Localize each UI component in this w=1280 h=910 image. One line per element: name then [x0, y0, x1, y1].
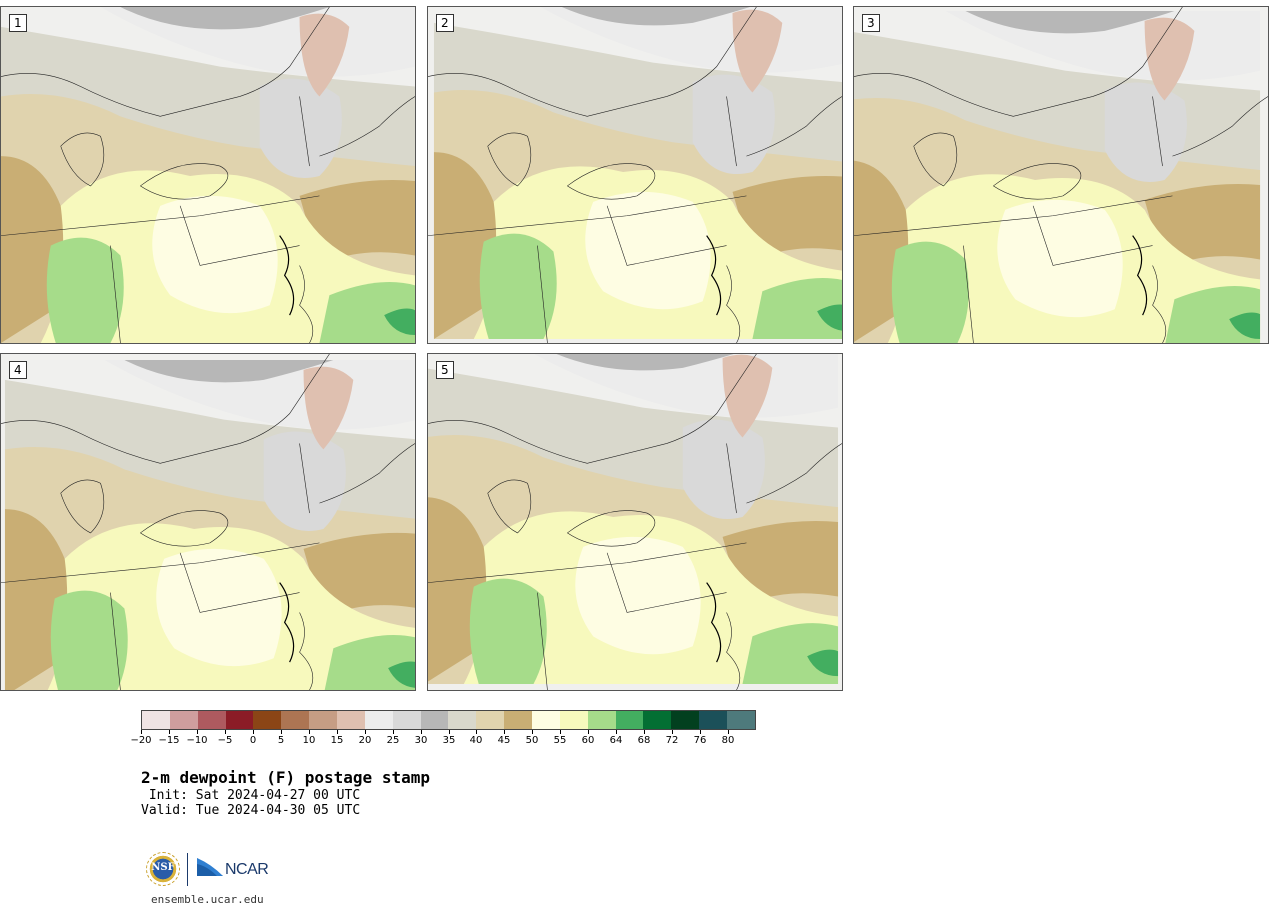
colorbar-swatch [476, 711, 505, 729]
ensemble-member-panel-3: 3 [853, 6, 1269, 344]
colorbar-swatch [504, 711, 533, 729]
colorbar-tick-label: 72 [665, 735, 679, 746]
colorbar-tick-labels: −20 −15 −10 −5 0 5 10 15 20 25 30 35 40 45 50 55 60 64 68 7… [130, 730, 756, 752]
colorbar-swatch [559, 711, 588, 729]
colorbar-tick-label: 64 [609, 735, 623, 746]
colorbar-swatch [615, 711, 644, 729]
colorbar-tick-label: 60 [581, 735, 595, 746]
title-block: 2-m dewpoint (F) postage stamp Init: Sat… [141, 768, 430, 818]
ensemble-member-panel-4: 4 [0, 353, 416, 691]
colorbar-tick-label: 0 [249, 735, 257, 746]
panel-number-label: 3 [862, 14, 880, 32]
colorbar-tick [700, 730, 701, 734]
logos: NSF NCAR [146, 852, 276, 888]
colorbar-swatch [699, 711, 728, 729]
colorbar-tick [225, 730, 226, 734]
colorbar-tick-label: 50 [525, 735, 539, 746]
colorbar-tick [421, 730, 422, 734]
dewpoint-map-4 [1, 354, 415, 690]
ensemble-member-panel-5: 5 [427, 353, 843, 691]
colorbar-tick [476, 730, 477, 734]
colorbar-tick-label: 10 [302, 735, 316, 746]
colorbar-tick-label: 30 [414, 735, 428, 746]
website-link[interactable]: ensemble.ucar.edu [151, 893, 264, 906]
logo-divider [187, 853, 188, 886]
colorbar-tick-label: 15 [330, 735, 344, 746]
colorbar-swatch [448, 711, 477, 729]
colorbar-swatch [281, 711, 310, 729]
colorbar-swatch [309, 711, 338, 729]
colorbar-tick-label: 80 [721, 735, 735, 746]
dewpoint-map-5 [428, 354, 842, 690]
colorbar-swatch [142, 711, 170, 729]
dewpoint-colorbar [141, 710, 756, 730]
colorbar-tick [141, 730, 142, 734]
nsf-logo-icon: NSF [146, 852, 180, 886]
colorbar-tick-label: 45 [497, 735, 511, 746]
colorbar-tick-label: 76 [693, 735, 707, 746]
colorbar-tick [532, 730, 533, 734]
dewpoint-map-2 [428, 7, 842, 343]
panel-number-label: 5 [436, 361, 454, 379]
colorbar-tick [169, 730, 170, 734]
colorbar-swatch [225, 711, 254, 729]
colorbar-swatch [643, 711, 672, 729]
init-time: Init: Sat 2024-04-27 00 UTC [141, 788, 361, 803]
colorbar-tick-label: −20 [130, 735, 152, 746]
dewpoint-map-1 [1, 7, 415, 343]
colorbar-tick [393, 730, 394, 734]
dewpoint-map-3 [854, 7, 1268, 343]
colorbar-tick-label: 68 [637, 735, 651, 746]
colorbar-tick-label: −5 [217, 735, 233, 746]
colorbar-swatch [253, 711, 282, 729]
colorbar-tick [560, 730, 561, 734]
colorbar-swatch [392, 711, 421, 729]
colorbar-tick-label: −15 [158, 735, 180, 746]
colorbar-swatch [364, 711, 393, 729]
colorbar-swatch [420, 711, 449, 729]
colorbar-swatch [337, 711, 365, 729]
ensemble-member-panel-1: 1 [0, 6, 416, 344]
colorbar-tick [337, 730, 338, 734]
colorbar-tick [644, 730, 645, 734]
ncar-logo-text: NCAR [225, 861, 269, 878]
valid-time: Valid: Tue 2024-04-30 05 UTC [141, 803, 361, 818]
colorbar-tick [728, 730, 729, 734]
colorbar-tick [365, 730, 366, 734]
colorbar-tick [309, 730, 310, 734]
colorbar-swatch [587, 711, 616, 729]
colorbar-tick [588, 730, 589, 734]
colorbar-tick [672, 730, 673, 734]
colorbar-tick-label: 40 [469, 735, 483, 746]
panel-number-label: 1 [9, 14, 27, 32]
ncar-logo-icon [197, 858, 223, 876]
colorbar-tick [197, 730, 198, 734]
colorbar-tick-label: 35 [442, 735, 456, 746]
colorbar-tick-label: −10 [186, 735, 208, 746]
panel-number-label: 4 [9, 361, 27, 379]
colorbar-tick-label: 5 [277, 735, 285, 746]
colorbar-tick-label: 20 [358, 735, 372, 746]
colorbar-tick [253, 730, 254, 734]
colorbar-tick [449, 730, 450, 734]
chart-title: 2-m dewpoint (F) postage stamp [141, 768, 430, 787]
colorbar-swatch [532, 711, 560, 729]
colorbar-tick-label: 55 [553, 735, 567, 746]
colorbar-tick [504, 730, 505, 734]
colorbar-swatch [671, 711, 700, 729]
panel-number-label: 2 [436, 14, 454, 32]
colorbar-tick-label: 25 [386, 735, 400, 746]
ensemble-member-panel-2: 2 [427, 6, 843, 344]
colorbar-swatch [197, 711, 226, 729]
colorbar-swatch [727, 711, 755, 729]
colorbar-swatch [169, 711, 198, 729]
colorbar-tick [281, 730, 282, 734]
colorbar-tick [616, 730, 617, 734]
